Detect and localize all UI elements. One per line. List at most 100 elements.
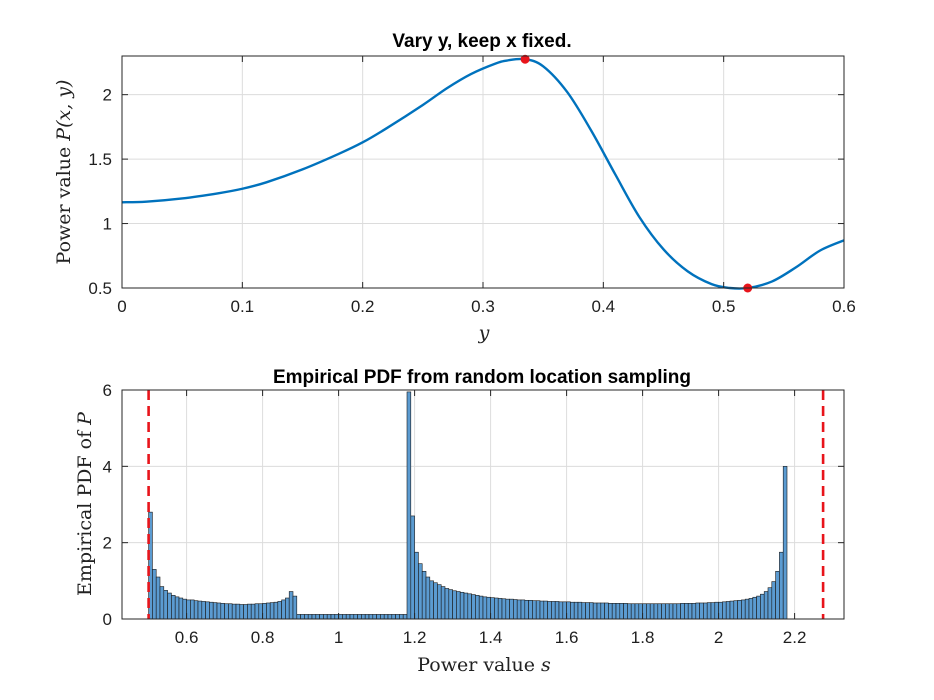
histogram-bar [482, 596, 488, 620]
histogram-bar [775, 570, 780, 620]
histogram-bar [642, 603, 647, 620]
histogram-bar [733, 600, 738, 620]
histogram-bar [159, 586, 165, 620]
histogram-bar [752, 596, 757, 620]
histogram-bar [425, 576, 431, 620]
bottom-plot-area [147, 390, 825, 620]
histogram-bar [383, 614, 389, 620]
histogram-bar [368, 614, 374, 620]
histogram-bar [539, 600, 545, 620]
histogram-bar [372, 614, 377, 620]
histogram-bar [486, 596, 491, 620]
histogram-bar [391, 614, 396, 620]
histogram-bar [665, 603, 670, 620]
histogram-bar [748, 598, 754, 620]
histogram-bar [262, 603, 267, 620]
histogram-bar [684, 603, 689, 620]
histogram-bar [323, 614, 328, 620]
histogram-bar [330, 614, 336, 620]
top-y-ticks: 0.5 1 1.5 2 [88, 86, 844, 298]
bot-x-tick-label: 0.6 [175, 628, 199, 647]
bottom-y-ticks: 0 2 4 6 [103, 381, 844, 629]
histogram-bar [706, 602, 712, 620]
bottom-y-axis-label-text: Empirical PDF of [74, 429, 96, 596]
histogram-bar [171, 595, 176, 620]
histogram-bar [288, 591, 294, 620]
histogram-bar [342, 614, 347, 620]
histogram-bar [456, 591, 461, 620]
histogram-bar [459, 591, 465, 620]
histogram-bar [710, 602, 716, 620]
histogram-bar [243, 604, 248, 620]
histogram-bar [174, 596, 180, 620]
histogram-bar [604, 602, 609, 620]
histogram-bar [258, 603, 263, 620]
histogram-bar [186, 599, 191, 620]
histogram-bar [380, 614, 385, 620]
histogram-bar [163, 590, 168, 620]
histogram-bar [414, 551, 419, 620]
histogram-bar [201, 601, 206, 620]
bot-x-tick-label: 1.2 [403, 628, 427, 647]
histogram-bar [239, 604, 244, 620]
histogram-bar [285, 597, 290, 620]
histogram-bar [695, 602, 700, 620]
histogram-bar [418, 563, 423, 620]
histogram-bar [269, 602, 275, 620]
histogram-bar [779, 551, 784, 620]
top-x-tick-label: 0.6 [832, 297, 856, 316]
histogram-bar [653, 603, 659, 620]
bottom-x-axis-label-math: s [541, 654, 551, 676]
histogram-bar [300, 614, 305, 620]
histogram-bar [562, 601, 567, 620]
histogram-bar [596, 602, 602, 620]
histogram-bar [167, 592, 172, 620]
top-y-axis-label: Power value P(x, y) [53, 80, 75, 265]
histogram-bar [718, 601, 723, 620]
histogram-bar [292, 595, 298, 620]
histogram-bar [190, 599, 195, 620]
histogram-bar [220, 603, 225, 620]
histogram-bar [250, 603, 256, 620]
top-x-tick-label: 0.2 [351, 297, 375, 316]
histogram-bar [623, 603, 628, 620]
bot-x-tick-label: 0.8 [251, 628, 275, 647]
top-x-tick-label: 0.1 [231, 297, 255, 316]
histogram-bar [402, 614, 408, 620]
histogram-bar [475, 595, 480, 620]
histogram-bar [516, 599, 522, 620]
histogram-bar [592, 602, 598, 620]
histogram-bar [532, 600, 537, 620]
bottom-y-axis-label-math: P [74, 411, 96, 426]
histogram-bar [216, 602, 222, 620]
histogram-bar [471, 594, 476, 620]
histogram-bar [209, 601, 214, 620]
histogram-bar [513, 599, 518, 620]
top-chart-title: Vary y, keep x fixed. [392, 31, 571, 52]
histogram-bar [349, 614, 355, 620]
bot-y-tick-label: 0 [103, 610, 112, 629]
top-grid [121, 56, 845, 289]
histogram-bar [615, 603, 621, 620]
histogram-bar [687, 603, 693, 620]
histogram-bar [212, 602, 218, 620]
histogram-bar [589, 602, 594, 620]
histogram-bar [345, 614, 351, 620]
histogram-bar [182, 598, 187, 620]
histogram-bar [722, 601, 727, 620]
histogram-bar [197, 600, 203, 620]
histogram-bar [228, 603, 233, 620]
histogram-bar [494, 597, 499, 620]
histogram-bar [729, 600, 735, 620]
extremum-marker-max [520, 54, 530, 64]
histogram-bar [760, 593, 765, 620]
histogram-bar [406, 391, 412, 620]
histogram-bar [437, 584, 442, 620]
top-x-tick-label: 0.5 [712, 297, 736, 316]
histogram-bar [178, 597, 184, 620]
top-x-axis-label: y [478, 322, 490, 344]
histogram-bar [577, 601, 583, 620]
histogram-bar [600, 602, 605, 620]
top-y-axis-label-text: Power value [53, 147, 75, 265]
